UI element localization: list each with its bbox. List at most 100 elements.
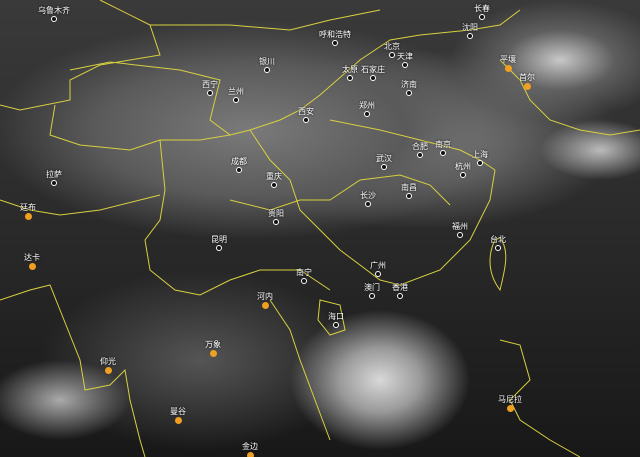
city-dot-icon: [104, 367, 112, 374]
city-dot-icon: [246, 452, 254, 457]
city-dot-icon: [301, 278, 307, 284]
city-label: 曼谷: [170, 407, 186, 416]
city-marker: 平壤: [500, 55, 516, 72]
city-dot-icon: [417, 152, 423, 158]
city-dot-icon: [504, 65, 512, 72]
city-label: 沈阳: [462, 23, 478, 32]
city-dot-icon: [28, 263, 36, 270]
border-line: [229, 9, 521, 136]
city-dot-icon: [51, 180, 57, 186]
city-dot-icon: [523, 83, 531, 90]
city-dot-icon: [303, 117, 309, 123]
city-marker: 仰光: [100, 357, 116, 374]
city-dot-icon: [261, 302, 269, 309]
city-dot-icon: [477, 160, 483, 166]
city-dot-icon: [479, 14, 485, 20]
city-marker: 成都: [231, 157, 247, 173]
city-label: 仰光: [100, 357, 116, 366]
city-marker: 金边: [242, 442, 258, 457]
city-marker: 上海: [472, 150, 488, 166]
city-marker: 石家庄: [361, 65, 385, 81]
city-label: 西宁: [202, 80, 218, 89]
city-dot-icon: [370, 75, 376, 81]
city-marker: 廷布: [20, 203, 36, 220]
city-dot-icon: [333, 322, 339, 328]
city-dot-icon: [174, 417, 182, 424]
city-dot-icon: [216, 245, 222, 251]
city-label: 平壤: [500, 55, 516, 64]
border-line: [269, 299, 331, 441]
city-label: 金边: [242, 442, 258, 451]
city-label: 武汉: [376, 154, 392, 163]
border-line: [150, 9, 381, 31]
city-label: 太原: [342, 65, 358, 74]
city-marker: 兰州: [228, 87, 244, 103]
city-label: 济南: [401, 80, 417, 89]
city-marker: 武汉: [376, 154, 392, 170]
city-marker: 乌鲁木齐: [38, 6, 70, 22]
city-dot-icon: [51, 16, 57, 22]
city-dot-icon: [389, 52, 395, 58]
city-label: 南昌: [401, 183, 417, 192]
border-line: [249, 129, 496, 286]
city-marker: 南宁: [296, 268, 312, 284]
city-marker: 福州: [452, 222, 468, 238]
city-label: 呼和浩特: [319, 30, 351, 39]
city-marker: 太原: [342, 65, 358, 81]
city-dot-icon: [457, 232, 463, 238]
border-line: [0, 0, 161, 111]
border-line: [0, 284, 146, 457]
city-marker: 马尼拉: [498, 395, 522, 412]
city-dot-icon: [209, 350, 217, 357]
city-marker: 西宁: [202, 80, 218, 96]
city-label: 香港: [392, 283, 408, 292]
city-label: 达卡: [24, 253, 40, 262]
city-dot-icon: [207, 90, 213, 96]
city-marker: 河内: [257, 292, 273, 309]
city-marker: 南昌: [401, 183, 417, 199]
city-dot-icon: [381, 164, 387, 170]
border-line: [229, 199, 330, 211]
border-line: [0, 194, 161, 216]
city-label: 郑州: [359, 101, 375, 110]
city-marker: 澳门: [364, 283, 380, 299]
city-marker: 广州: [370, 261, 386, 277]
city-label: 上海: [472, 150, 488, 159]
border-line: [329, 174, 451, 206]
city-marker: 银川: [259, 57, 275, 73]
city-label: 乌鲁木齐: [38, 6, 70, 15]
border-line: [49, 61, 232, 151]
city-label: 天津: [397, 52, 413, 61]
city-marker: 重庆: [266, 172, 282, 188]
city-label: 马尼拉: [498, 395, 522, 404]
city-marker: 北京: [384, 42, 400, 58]
city-marker: 长春: [474, 4, 490, 20]
city-label: 成都: [231, 157, 247, 166]
city-label: 石家庄: [361, 65, 385, 74]
city-marker: 香港: [392, 283, 408, 299]
city-label: 贵阳: [268, 209, 284, 218]
city-label: 廷布: [20, 203, 36, 212]
city-dot-icon: [406, 193, 412, 199]
city-dot-icon: [365, 201, 371, 207]
border-line: [489, 237, 507, 292]
city-label: 重庆: [266, 172, 282, 181]
city-marker: 呼和浩特: [319, 30, 351, 46]
city-marker: 合肥: [412, 142, 428, 158]
city-dot-icon: [271, 182, 277, 188]
city-label: 台北: [490, 235, 506, 244]
city-dot-icon: [369, 293, 375, 299]
border-line: [499, 339, 581, 457]
city-marker: 拉萨: [46, 170, 62, 186]
city-label: 福州: [452, 222, 468, 231]
city-dot-icon: [364, 111, 370, 117]
city-marker: 西安: [298, 107, 314, 123]
border-line: [499, 59, 640, 136]
city-label: 海口: [328, 312, 344, 321]
city-label: 长春: [474, 4, 490, 13]
city-label: 南京: [435, 140, 451, 149]
city-marker: 万象: [205, 340, 221, 357]
city-dot-icon: [332, 40, 338, 46]
city-marker: 长沙: [360, 191, 376, 207]
